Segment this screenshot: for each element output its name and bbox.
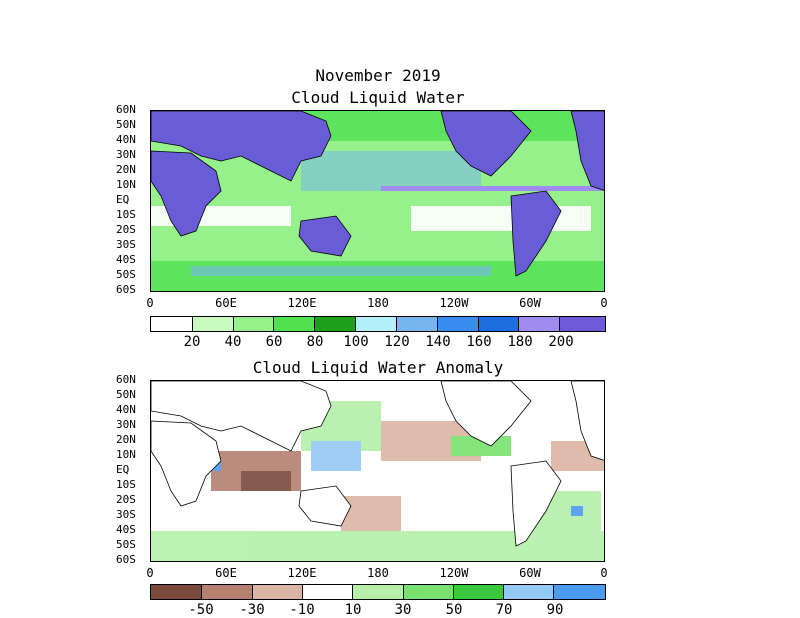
top-lat-label: 60S: [116, 283, 136, 296]
top-map-title: Cloud Liquid Water: [291, 88, 465, 107]
bottom-colorbar-swatch: [554, 585, 606, 599]
bottom-lat-label: EQ: [116, 463, 130, 476]
top-lat-label: EQ: [116, 193, 130, 206]
top-lat-label: 50S: [116, 268, 136, 281]
bottom-lat-label: 60N: [116, 373, 136, 386]
top-colorbar-label: 180: [507, 334, 533, 350]
top-colorbar-swatch: [192, 317, 234, 331]
top-colorbar-swatch: [315, 317, 357, 331]
top-colorbar-label: 20: [183, 334, 201, 350]
bottom-lon-label: 60E: [215, 566, 237, 580]
bottom-colorbar-swatch: [201, 585, 253, 599]
bottom-colorbar-label: 90: [546, 602, 564, 618]
bottom-colorbar-swatch: [504, 585, 555, 599]
bottom-colorbar-swatch: [151, 585, 202, 599]
top-colorbar-label: 40: [224, 334, 242, 350]
top-lon-label: 0: [146, 296, 154, 310]
bottom-lat-label: 40S: [116, 523, 136, 536]
top-lat-label: 30S: [116, 238, 136, 251]
top-colorbar-swatch: [396, 317, 438, 331]
bottom-lon-label: 0: [146, 566, 154, 580]
top-colorbar-label: 200: [548, 334, 574, 350]
top-lon-label: 180: [367, 296, 389, 310]
top-colorbar-label: 100: [343, 334, 369, 350]
bottom-colorbar-label: -30: [239, 602, 265, 618]
top-colorbar-swatch: [478, 317, 520, 331]
top-colorbar-label: 160: [466, 334, 492, 350]
bottom-lat-label: 30N: [116, 418, 136, 431]
top-map-svg: [151, 111, 604, 291]
bottom-colorbar-swatch: [252, 585, 304, 599]
top-lon-label: 60W: [519, 296, 541, 310]
top-lat-label: 40S: [116, 253, 136, 266]
bottom-colorbar-swatch: [303, 585, 354, 599]
top-colorbar-swatch: [151, 317, 193, 331]
bottom-colorbar: [150, 584, 606, 600]
top-colorbar-swatch: [233, 317, 275, 331]
bottom-lon-label: 0: [600, 566, 608, 580]
bottom-colorbar-swatch: [403, 585, 454, 599]
bottom-colorbar-label: -10: [289, 602, 315, 618]
bottom-map-svg: [151, 381, 604, 561]
cloud-liquid-water-map: [150, 110, 605, 292]
top-lat-label: 30N: [116, 148, 136, 161]
bottom-lon-label: 120E: [287, 566, 317, 580]
bottom-colorbar-label: 30: [394, 602, 412, 618]
bottom-lat-label: 50N: [116, 388, 136, 401]
top-colorbar-label: 140: [425, 334, 451, 350]
top-lat-label: 60N: [116, 103, 136, 116]
top-colorbar-label: 60: [265, 334, 283, 350]
top-colorbar-swatch: [356, 317, 397, 331]
bottom-lat-label: 20N: [116, 433, 136, 446]
top-lat-label: 10N: [116, 178, 136, 191]
top-colorbar-swatch: [437, 317, 479, 331]
cloud-liquid-water-anomaly-map: [150, 380, 605, 562]
bottom-lat-label: 40N: [116, 403, 136, 416]
top-lat-label: 10S: [116, 208, 136, 221]
top-lat-label: 20N: [116, 163, 136, 176]
top-colorbar-label: 80: [306, 334, 324, 350]
bottom-colorbar-label: 50: [445, 602, 463, 618]
bottom-lat-label: 10N: [116, 448, 136, 461]
top-colorbar-swatch: [560, 317, 606, 331]
bottom-lon-label: 60W: [519, 566, 541, 580]
bottom-colorbar-label: -50: [188, 602, 214, 618]
top-lon-label: 60E: [215, 296, 237, 310]
top-lat-label: 50N: [116, 118, 136, 131]
bottom-lat-label: 10S: [116, 478, 136, 491]
bottom-colorbar-label: 70: [495, 602, 513, 618]
bottom-lon-label: 180: [367, 566, 389, 580]
top-colorbar-swatch: [274, 317, 316, 331]
bottom-map-title: Cloud Liquid Water Anomaly: [252, 358, 504, 377]
bottom-lon-label: 120W: [439, 566, 469, 580]
bottom-lat-label: 60S: [116, 553, 136, 566]
top-lon-label: 120E: [287, 296, 317, 310]
top-lon-label: 120W: [439, 296, 469, 310]
bottom-colorbar-label: 10: [344, 602, 362, 618]
bottom-colorbar-swatch: [453, 585, 505, 599]
bottom-lat-label: 30S: [116, 508, 136, 521]
top-lat-label: 40N: [116, 133, 136, 146]
top-colorbar-swatch: [519, 317, 561, 331]
top-lon-label: 0: [600, 296, 608, 310]
top-colorbar-label: 120: [384, 334, 410, 350]
bottom-colorbar-swatch: [353, 585, 404, 599]
bottom-lat-label: 20S: [116, 493, 136, 506]
top-lat-label: 20S: [116, 223, 136, 236]
month-title: November 2019: [315, 66, 441, 85]
bottom-lat-label: 50S: [116, 538, 136, 551]
top-colorbar: [150, 316, 606, 332]
